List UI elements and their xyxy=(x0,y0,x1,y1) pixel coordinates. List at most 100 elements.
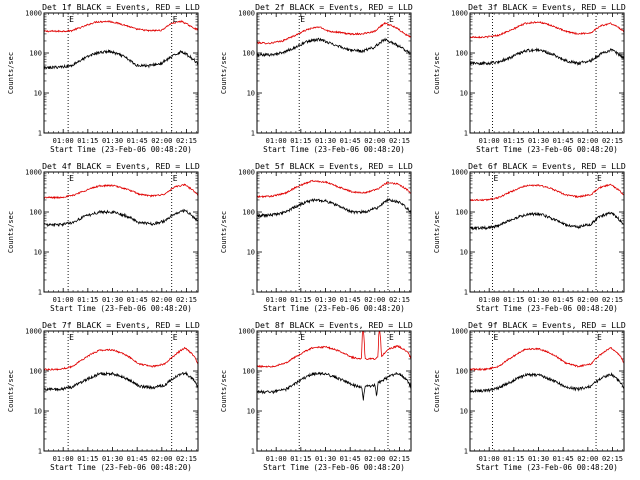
x-tick-label: 01:15 xyxy=(77,296,98,304)
detector-panel-4: Det 4f BLACK = Events, RED = LLD Counts/s… xyxy=(7,161,200,313)
plot-frame xyxy=(256,330,412,452)
plot-area xyxy=(44,172,198,292)
panel-title: Det 1f BLACK = Events, RED = LLD xyxy=(42,2,200,12)
plot-area xyxy=(257,331,411,451)
x-tick-label: 01:45 xyxy=(127,296,148,304)
panel-title: Det 3f BLACK = Events, RED = LLD xyxy=(468,2,626,12)
x-tick-label: 02:00 xyxy=(364,455,385,463)
events-series-line xyxy=(470,47,624,66)
x-tick-label: 01:15 xyxy=(290,296,311,304)
marker-label: E xyxy=(493,174,498,183)
plot-frame xyxy=(469,330,625,452)
y-tick-label: 1000 xyxy=(451,328,468,336)
events-series-line xyxy=(44,370,198,392)
y-tick-label: 1000 xyxy=(238,328,255,336)
x-tick-label: 01:15 xyxy=(290,137,311,145)
lld-series-line xyxy=(44,346,198,371)
panel-title: Det 4f BLACK = Events, RED = LLD xyxy=(42,161,200,171)
y-axis-label: Counts/sec xyxy=(7,52,15,94)
y-tick-label: 1000 xyxy=(238,169,255,177)
y-axis-label: Counts/sec xyxy=(433,211,441,253)
y-tick-label: 100 xyxy=(455,209,468,217)
plot-frame xyxy=(43,12,199,134)
x-tick-label: 01:00 xyxy=(479,296,500,304)
x-axis-label: Start Time (23-Feb-06 00:48:20) xyxy=(50,304,192,313)
y-tick-label: 1000 xyxy=(451,169,468,177)
y-axis-label: Counts/sec xyxy=(433,52,441,94)
x-tick-label: 01:00 xyxy=(53,137,74,145)
panel-title: Det 9f BLACK = Events, RED = LLD xyxy=(468,320,626,330)
y-tick-label: 100 xyxy=(29,368,42,376)
marker-label: E xyxy=(389,15,394,24)
events-series-line xyxy=(470,211,624,231)
marker-label: E xyxy=(69,174,74,183)
y-axis-label: Counts/sec xyxy=(7,211,15,253)
x-tick-label: 01:00 xyxy=(479,455,500,463)
x-tick-label: 01:15 xyxy=(290,455,311,463)
y-tick-label: 10 xyxy=(34,408,42,416)
y-tick-label: 10 xyxy=(247,90,255,98)
marker-label: E xyxy=(493,333,498,342)
y-axis-label: Counts/sec xyxy=(220,370,228,412)
y-tick-label: 10 xyxy=(460,408,468,416)
marker-label: E xyxy=(69,15,74,24)
detector-panel-5: Det 5f BLACK = Events, RED = LLD Counts/s… xyxy=(220,161,413,313)
plot-area xyxy=(257,13,411,133)
x-tick-label: 01:00 xyxy=(266,296,287,304)
x-tick-label: 01:00 xyxy=(53,296,74,304)
x-tick-label: 01:15 xyxy=(503,455,524,463)
x-tick-label: 02:00 xyxy=(151,296,172,304)
plot-frame xyxy=(469,12,625,134)
y-tick-label: 10 xyxy=(460,90,468,98)
x-tick-label: 02:15 xyxy=(602,137,623,145)
y-tick-label: 100 xyxy=(242,209,255,217)
x-tick-label: 01:30 xyxy=(528,137,549,145)
panel-title: Det 7f BLACK = Events, RED = LLD xyxy=(42,320,200,330)
lld-series-line xyxy=(44,19,198,33)
x-tick-label: 02:00 xyxy=(364,296,385,304)
marker-label: E xyxy=(597,333,602,342)
events-series-line xyxy=(257,37,411,58)
x-tick-label: 01:45 xyxy=(553,296,574,304)
lld-series-line xyxy=(257,331,411,369)
x-tick-label: 01:15 xyxy=(77,137,98,145)
x-tick-label: 02:15 xyxy=(602,455,623,463)
x-axis-label: Start Time (23-Feb-06 00:48:20) xyxy=(263,463,405,472)
lld-series-line xyxy=(44,183,198,200)
x-tick-label: 02:00 xyxy=(151,137,172,145)
y-tick-label: 10 xyxy=(34,90,42,98)
events-series-line xyxy=(44,49,198,70)
x-tick-label: 01:45 xyxy=(553,455,574,463)
x-tick-label: 01:45 xyxy=(127,455,148,463)
plot-area xyxy=(470,172,624,292)
x-tick-label: 01:45 xyxy=(340,455,361,463)
x-axis-label: Start Time (23-Feb-06 00:48:20) xyxy=(476,304,618,313)
x-tick-label: 02:00 xyxy=(577,296,598,304)
x-tick-label: 01:45 xyxy=(127,137,148,145)
x-tick-label: 02:15 xyxy=(602,296,623,304)
x-tick-label: 01:30 xyxy=(102,455,123,463)
panel-title: Det 2f BLACK = Events, RED = LLD xyxy=(255,2,413,12)
x-tick-label: 02:15 xyxy=(389,455,410,463)
y-tick-label: 1 xyxy=(464,130,468,138)
y-tick-label: 100 xyxy=(242,50,255,58)
y-tick-label: 1000 xyxy=(25,328,42,336)
panel-title: Det 8f BLACK = Events, RED = LLD xyxy=(255,320,413,330)
x-tick-label: 01:30 xyxy=(315,296,336,304)
events-series-line xyxy=(257,371,411,401)
plot-frame xyxy=(469,171,625,293)
y-tick-label: 100 xyxy=(455,368,468,376)
y-tick-label: 1 xyxy=(464,448,468,456)
x-axis-label: Start Time (23-Feb-06 00:48:20) xyxy=(263,145,405,154)
marker-label: E xyxy=(173,15,178,24)
y-tick-label: 1 xyxy=(464,289,468,297)
y-axis-label: Counts/sec xyxy=(220,211,228,253)
x-tick-label: 01:30 xyxy=(528,296,549,304)
x-tick-label: 01:45 xyxy=(340,296,361,304)
plot-frame xyxy=(256,12,412,134)
x-tick-label: 02:00 xyxy=(151,455,172,463)
lld-series-line xyxy=(257,21,411,45)
x-tick-label: 01:00 xyxy=(479,137,500,145)
x-tick-label: 01:30 xyxy=(315,137,336,145)
